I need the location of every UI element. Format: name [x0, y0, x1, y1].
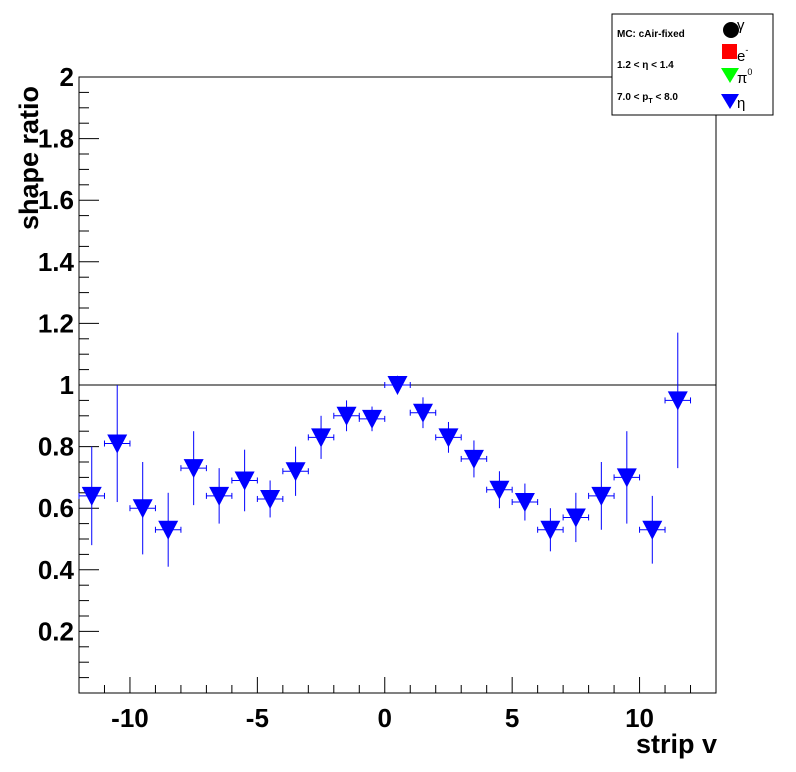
legend-box [611, 13, 774, 116]
marker-triangle-down [336, 406, 357, 426]
marker-triangle-down [183, 459, 204, 479]
y-tick-label: 0.2 [38, 616, 74, 646]
y-axis-title: shape ratio [14, 86, 44, 230]
marker-triangle-down [514, 493, 535, 513]
data-point [664, 332, 692, 469]
y-tick-label: 0.6 [38, 493, 74, 523]
x-tick-label: -10 [111, 703, 149, 733]
data-point [384, 375, 411, 395]
data-point [639, 495, 666, 564]
x-tick-label: 5 [505, 703, 519, 733]
marker-triangle-down [362, 409, 383, 429]
data-point [588, 462, 615, 530]
y-tick-label: 1.2 [38, 308, 74, 338]
data-point [486, 471, 513, 509]
data-point [180, 431, 207, 506]
y-tick-label: 1.4 [38, 247, 75, 277]
legend-marker-electron [722, 44, 737, 59]
y-tick-label: 1 [60, 370, 74, 400]
marker-triangle-down [463, 449, 484, 469]
data-point [231, 449, 258, 512]
legend-header-line-2: 1.2 < η < 1.4 [617, 60, 674, 71]
legend: MC: cAir-fixed 1.2 < η < 1.4 7.0 < pT < … [611, 13, 774, 116]
data-point [129, 462, 156, 555]
legend-marker-gamma [723, 22, 739, 38]
data-point [460, 440, 488, 478]
marker-triangle-down [412, 403, 433, 423]
marker-triangle-down [642, 520, 663, 540]
marker-triangle-down [158, 520, 179, 540]
data-point [205, 468, 233, 524]
legend-label-gamma: γ [737, 17, 745, 34]
marker-triangle-down [234, 471, 255, 491]
legend-marker-eta [721, 94, 739, 109]
data-point [537, 508, 564, 552]
data-point [154, 492, 182, 567]
data-point [358, 406, 386, 432]
legend-header-line-3: 7.0 < pT < 8.0 [617, 92, 678, 105]
marker-triangle-down [132, 499, 153, 519]
data-point [562, 492, 590, 543]
data-point [282, 446, 309, 496]
marker-triangle-down [311, 428, 332, 448]
data-series-eta [78, 332, 692, 567]
y-tick-label: 0.8 [38, 432, 74, 462]
marker-triangle-down [81, 486, 102, 506]
data-point [435, 421, 462, 453]
marker-triangle-down [260, 489, 281, 509]
axis-ticks [78, 76, 717, 694]
marker-triangle-down [285, 462, 306, 482]
marker-triangle-down [565, 508, 586, 528]
data-point [409, 397, 437, 429]
marker-triangle-down [489, 480, 510, 500]
x-tick-label: -5 [246, 703, 269, 733]
data-point [511, 483, 539, 521]
marker-triangle-down [591, 486, 612, 506]
data-point [307, 415, 335, 459]
y-tick-label: 1.6 [38, 185, 74, 215]
data-point [78, 446, 105, 546]
data-point [103, 385, 131, 503]
y-tick-label: 1.8 [38, 124, 74, 154]
marker-triangle-down [107, 434, 128, 454]
data-point [333, 400, 360, 432]
x-tick-label: 10 [625, 703, 654, 733]
y-tick-label: 0.4 [38, 555, 75, 585]
legend-label-eta: η [737, 95, 745, 112]
marker-triangle-down [667, 391, 688, 411]
marker-triangle-down [540, 520, 561, 540]
y-tick-label: 2 [60, 62, 74, 92]
x-tick-label: 0 [378, 703, 392, 733]
marker-triangle-down [438, 428, 459, 448]
marker-triangle-down [387, 376, 408, 395]
data-point [613, 431, 641, 524]
legend-header-line-1: MC: cAir-fixed [617, 29, 685, 40]
data-point [256, 480, 284, 518]
legend-marker-pi0 [721, 68, 739, 83]
marker-triangle-down [209, 486, 230, 506]
marker-triangle-down [616, 468, 637, 488]
legend-label-electron: e- [737, 45, 748, 65]
tick-labels: -10 -5 0 5 10 0.2 0.4 0.6 0.8 1 1.2 1.4 1.6 1.8 2 [38, 62, 654, 733]
x-axis-title: strip v [636, 729, 717, 759]
